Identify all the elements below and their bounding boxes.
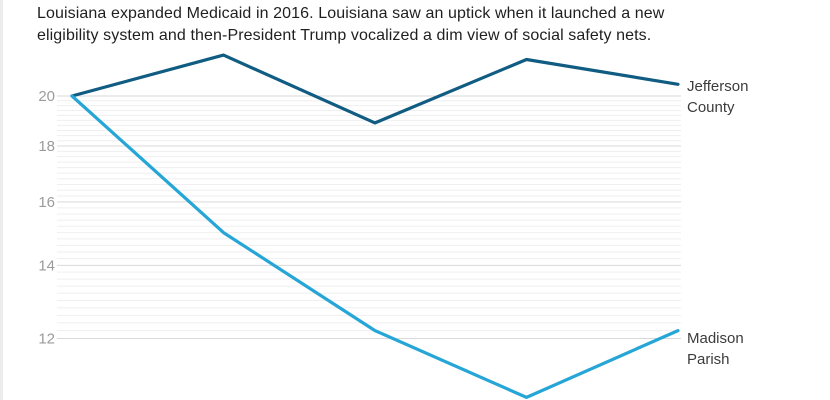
chart-intro-line-2: eligibility system and then-President Tr… xyxy=(37,27,652,44)
series-line-jefferson-county xyxy=(70,53,680,125)
series-label-madison-parish: Madison Parish xyxy=(687,330,744,368)
page-edge-strip xyxy=(0,0,3,400)
series-label-jefferson-county: Jefferson County xyxy=(687,78,749,116)
chart-intro-line-1: Louisiana expanded Medicaid in 2016. Lou… xyxy=(37,5,665,22)
series-line-madison-parish xyxy=(70,94,680,399)
y-tick-label: 14 xyxy=(38,258,55,275)
chart-intro-text: Louisiana expanded Medicaid in 2016. Lou… xyxy=(37,3,664,47)
y-tick-label: 18 xyxy=(38,138,55,155)
y-tick-label: 20 xyxy=(38,88,55,105)
y-tick-label: 16 xyxy=(38,194,55,211)
y-tick-label: 12 xyxy=(38,331,55,348)
